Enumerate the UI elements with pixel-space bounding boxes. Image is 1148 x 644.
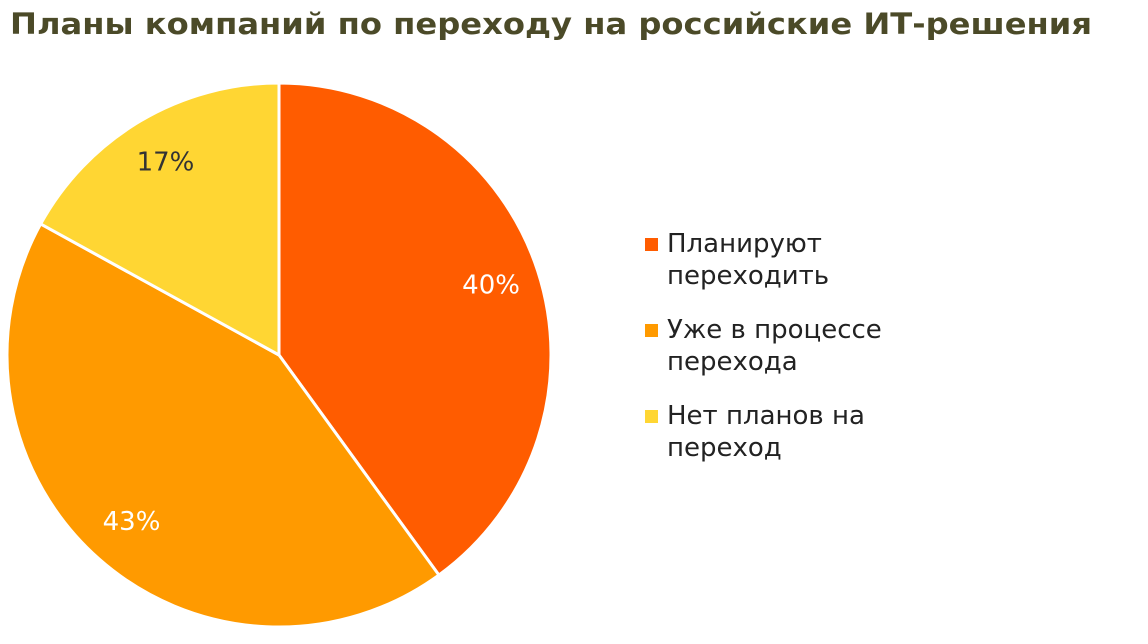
legend-label: Планируют переходить xyxy=(667,229,830,291)
pie-slice xyxy=(277,81,553,578)
chart-title: Планы компаний по переходу на российские… xyxy=(10,7,1092,41)
legend-swatch xyxy=(645,238,658,251)
legend-swatch xyxy=(645,324,658,337)
pie-slice xyxy=(5,221,441,629)
legend-item: Уже в процессе перехода xyxy=(645,314,895,378)
legend-swatch xyxy=(645,410,658,423)
legend: Планируют переходить Уже в процессе перех… xyxy=(645,228,895,486)
legend-item: Планируют переходить xyxy=(645,228,895,292)
pie-slice xyxy=(38,81,281,358)
legend-label: Нет планов на переход xyxy=(667,401,865,463)
slice-label: 40% xyxy=(462,271,520,301)
slice-label: 17% xyxy=(137,148,195,178)
slice-label: 43% xyxy=(103,507,161,537)
legend-label: Уже в процессе перехода xyxy=(667,315,882,377)
legend-item: Нет планов на переход xyxy=(645,400,895,464)
